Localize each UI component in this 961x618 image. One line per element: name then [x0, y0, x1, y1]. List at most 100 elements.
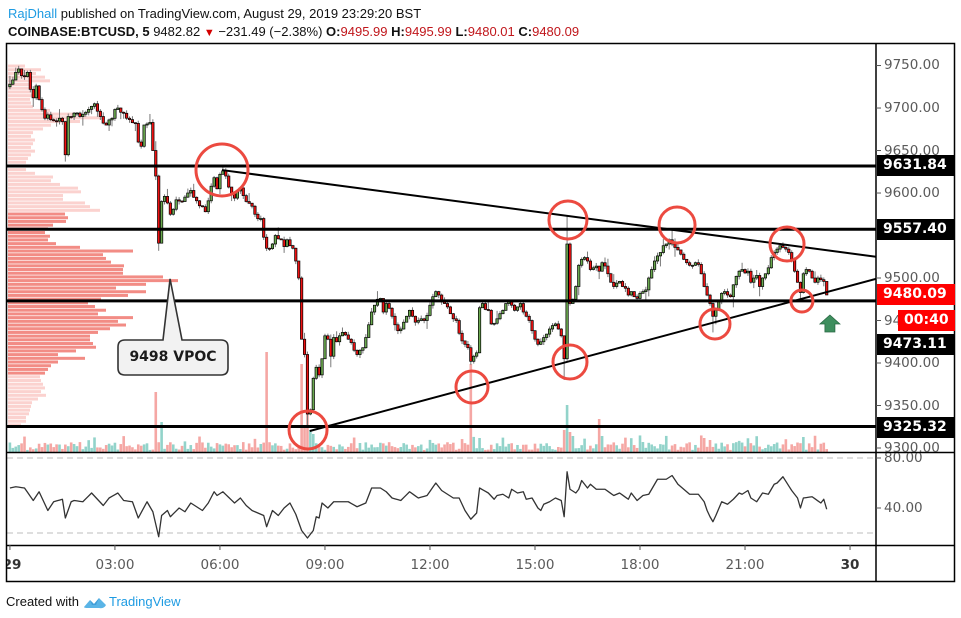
ascending-support-trendline[interactable] [309, 277, 876, 432]
highlight-circle[interactable] [454, 369, 490, 405]
highlight-circle[interactable] [551, 343, 589, 381]
level-marker-9325: 9325.32 [877, 416, 955, 438]
volume-bar [746, 438, 750, 452]
volume-bar [699, 435, 703, 452]
candle [486, 309, 490, 311]
candle [460, 332, 464, 342]
candle [822, 279, 826, 282]
volume-bar [726, 444, 729, 452]
candle [125, 112, 129, 119]
volume-bar [148, 449, 152, 452]
volume-bar [443, 444, 446, 452]
highlight-circle[interactable] [287, 409, 329, 451]
volume-bar [113, 442, 117, 452]
open-value: 9495.99 [340, 24, 388, 39]
volume-bar [819, 443, 823, 452]
volume-bar [69, 442, 73, 452]
candle [501, 309, 505, 315]
volume-bar [209, 446, 213, 452]
volume-bar [11, 447, 15, 452]
volume-bar [673, 444, 677, 452]
time-tick-label: 06:00 [200, 557, 240, 573]
profile-row [8, 242, 56, 246]
candle [148, 122, 152, 125]
volume-bar [128, 445, 131, 452]
tradingview-link[interactable]: TradingView [108, 594, 181, 609]
up-arrow-shape[interactable] [818, 314, 841, 333]
profile-row [8, 367, 48, 371]
close-value: 9480.09 [532, 24, 580, 39]
volume-bar [545, 443, 548, 452]
volume-bar [533, 443, 537, 452]
candle [162, 196, 167, 202]
candle [533, 330, 537, 340]
volume-bar [778, 448, 782, 452]
volume-bar [580, 445, 583, 452]
volume-bar [411, 444, 414, 452]
vpoc-callout-label[interactable]: 9498 VPOC [129, 349, 217, 365]
candle [387, 303, 391, 309]
volume-bar [136, 444, 140, 452]
rsi-axis[interactable]: 80.00 40.00 [877, 453, 955, 545]
profile-row [8, 108, 50, 112]
volume-bar [49, 443, 53, 452]
volume-bar [244, 449, 248, 452]
volume-bar [484, 449, 487, 452]
candle [186, 192, 190, 198]
price-axis[interactable]: 9750.00 9700.00 9650.00 9600.00 9500.00 … [877, 43, 955, 452]
candle [317, 366, 321, 376]
volume-bar [638, 435, 642, 452]
author-link[interactable]: RajDhall [8, 6, 58, 21]
volume-bar [510, 443, 513, 452]
volume-bar [551, 449, 554, 452]
profile-row [8, 316, 133, 320]
volume-bar [183, 441, 187, 452]
volume-bar [390, 446, 394, 452]
candle [34, 85, 38, 99]
candle [609, 273, 613, 283]
volume-bar [303, 427, 306, 452]
candle [75, 112, 79, 115]
volume-bar [376, 447, 379, 452]
horizontal-levels[interactable] [7, 164, 876, 428]
highlight-circle[interactable] [789, 288, 815, 314]
profile-row [8, 64, 25, 68]
volume-bar [761, 449, 764, 452]
volume-bar [288, 443, 292, 452]
highlight-circles[interactable] [194, 142, 815, 451]
candle [14, 71, 18, 81]
profile-row [8, 105, 33, 109]
callout-bubble[interactable] [117, 278, 229, 376]
time-axis[interactable]: 29 03:00 06:00 09:00 12:00 15:00 18:00 2… [7, 546, 876, 582]
volume-bar [697, 447, 700, 452]
profile-row [8, 386, 45, 390]
volume-bar [236, 445, 239, 452]
volume-bar [478, 438, 481, 452]
candle [127, 117, 132, 120]
highlight-circle[interactable] [194, 142, 250, 198]
candle [151, 122, 155, 151]
up-arrow-icon[interactable] [818, 314, 841, 333]
volume-bar [384, 445, 388, 452]
highlight-circle[interactable] [547, 199, 589, 241]
volume-bar [790, 444, 793, 452]
candle [454, 318, 458, 321]
tradingview-logo-icon[interactable] [83, 594, 107, 610]
candle [702, 273, 706, 287]
volume-bar [370, 444, 373, 452]
volume-bar [61, 448, 64, 452]
volume-bar [29, 447, 32, 452]
highlight-circle[interactable] [768, 225, 806, 263]
volume-bar [46, 444, 50, 452]
vpoc-callout-shape[interactable] [117, 278, 229, 376]
candle [580, 258, 584, 266]
candle [90, 105, 94, 110]
highlight-circle[interactable] [698, 307, 732, 341]
volume-bar [355, 448, 359, 452]
profile-row [8, 353, 58, 357]
highlight-circle[interactable] [657, 205, 697, 245]
candle [358, 349, 362, 355]
symbol-label[interactable]: COINBASE:BTCUSD, 5 [8, 24, 150, 39]
volume-bar [297, 446, 301, 452]
